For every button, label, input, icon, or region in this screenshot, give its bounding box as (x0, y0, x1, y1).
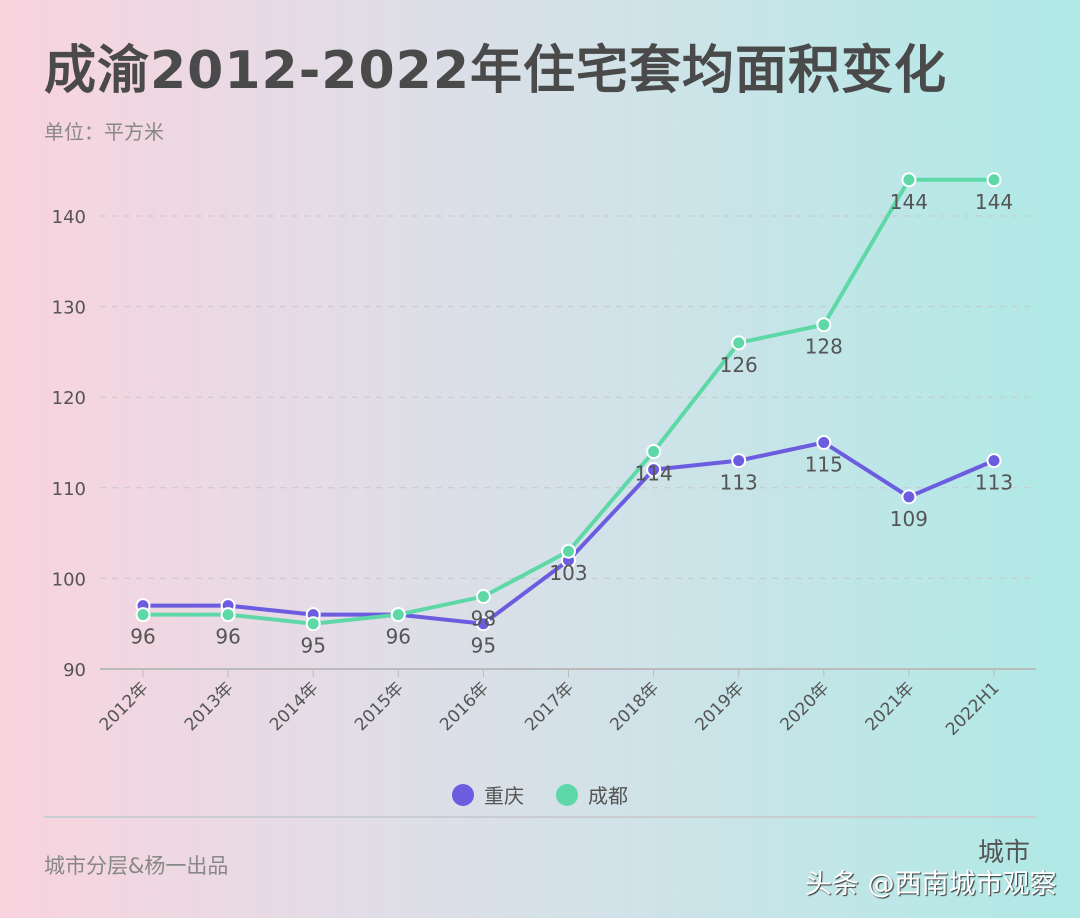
x-tick-label: 2014年 (266, 678, 323, 735)
data-label: 113 (975, 471, 1013, 495)
x-tick-label: 2020年 (777, 678, 834, 735)
y-tick-label: 120 (52, 388, 86, 409)
data-point (646, 462, 662, 478)
x-tick-label: 2012年 (96, 678, 153, 735)
data-label: 144 (975, 190, 1013, 214)
watermark-logo: 城市 (978, 838, 1031, 868)
line-chart: 90 100 110 120 130 140 2012年 2013年 2014年 2015年 201… (52, 172, 1036, 740)
data-label: 109 (890, 507, 928, 531)
data-label: 114 (635, 462, 673, 486)
data-label: 98 (471, 607, 496, 631)
x-tick-label: 2018年 (606, 678, 663, 735)
data-point (901, 489, 917, 505)
y-tick-label: 100 (52, 569, 86, 590)
divider (44, 816, 1036, 818)
data-label: 126 (720, 353, 758, 377)
legend-label: 成都 (588, 784, 628, 808)
data-label: 128 (805, 335, 843, 359)
data-label: 96 (215, 625, 240, 649)
data-point (986, 453, 1002, 469)
y-tick-label: 90 (63, 660, 86, 681)
x-tick-label: 2017年 (521, 678, 578, 735)
y-tick-label: 130 (52, 298, 86, 319)
data-label: 95 (300, 634, 325, 658)
data-label: 113 (720, 471, 758, 495)
unit-label: 单位：平方米 (44, 120, 164, 144)
data-point (220, 607, 236, 623)
watermark: 头条 @西南城市观察 (805, 869, 1057, 900)
legend-dot-icon (452, 783, 474, 806)
data-label: 96 (386, 625, 411, 649)
legend: 重庆 成都 (0, 780, 1080, 809)
data-point (731, 453, 747, 469)
x-tick-label: 2013年 (181, 678, 238, 735)
legend-item-chengdu[interactable]: 成都 (556, 780, 628, 809)
data-label: 144 (890, 190, 928, 214)
data-label: 103 (549, 561, 587, 585)
data-point (816, 435, 832, 450)
x-tick-label: 2019年 (691, 678, 748, 735)
legend-item-chongqing[interactable]: 重庆 (452, 780, 524, 809)
legend-dot-icon (556, 783, 578, 806)
x-tick-label: 2022H1 (942, 678, 1003, 739)
data-point (901, 172, 917, 188)
data-point (986, 172, 1002, 188)
data-point (561, 543, 576, 559)
data-point (646, 444, 662, 460)
data-point (305, 616, 321, 632)
data-point (816, 317, 832, 333)
data-point (390, 607, 406, 623)
x-tick-label: 2015年 (351, 678, 408, 735)
data-point (731, 335, 747, 351)
data-point (475, 589, 491, 605)
data-point (135, 607, 151, 623)
x-tick-label: 2021年 (862, 678, 919, 735)
data-point (475, 616, 491, 632)
x-tick-label: 2016年 (436, 678, 493, 735)
page-title: 成渝2012-2022年住宅套均面积变化 (44, 41, 948, 101)
y-tick-label: 140 (52, 207, 86, 228)
credit-text: 城市分层&杨一出品 (44, 854, 229, 878)
legend-label: 重庆 (484, 784, 524, 808)
data-label: 95 (471, 634, 496, 658)
series-line-0 (143, 440, 995, 626)
y-tick-label: 110 (52, 479, 86, 500)
data-label: 96 (130, 625, 155, 649)
data-label: 115 (805, 453, 843, 477)
